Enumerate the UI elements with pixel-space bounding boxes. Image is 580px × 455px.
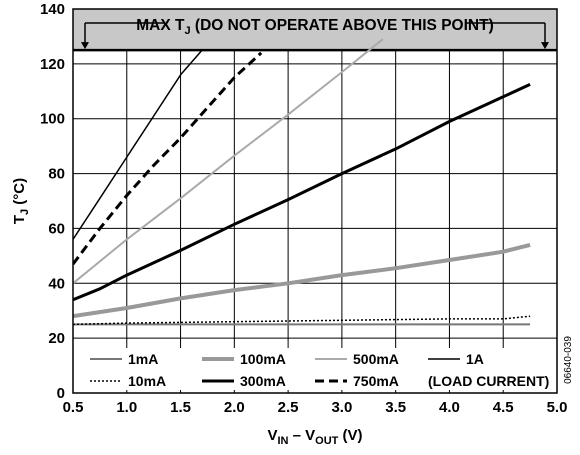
x-tick-label: 1.5 — [170, 399, 191, 416]
limit-text-tail: (DO NOT OPERATE ABOVE THIS POINT) — [191, 17, 494, 34]
max-tj-limit-banner: MAX TJ (DO NOT OPERATE ABOVE THIS POINT) — [73, 9, 557, 52]
x-tick-label: 5.0 — [547, 399, 568, 416]
x-tick-label: 2.0 — [224, 399, 245, 416]
plot-frame — [72, 8, 558, 394]
series-line-10ma — [73, 315, 531, 326]
x-tick-label: 0.5 — [63, 399, 84, 416]
legend-background — [79, 348, 551, 390]
y-axis-title-sub: J — [19, 209, 31, 215]
limit-arrow-left — [81, 23, 89, 50]
x-axis-title: VIN – VOUT (V) — [267, 427, 362, 447]
legend-item-1ma: 1mA — [90, 351, 158, 367]
limit-text-sub: J — [184, 25, 190, 37]
tick-labels: 0.5 1.0 1.5 2.0 2.5 3.0 3.5 4.0 4.5 5.0 0 20 40 60 80 1… — [40, 1, 567, 416]
grid — [72, 8, 558, 394]
legend-label: 500mA — [353, 351, 399, 367]
limit-text: MAX TJ (DO NOT OPERATE ABOVE THIS POINT) — [136, 17, 493, 37]
legend-note: (LOAD CURRENT) — [428, 373, 549, 389]
y-tick-label: 140 — [40, 1, 65, 18]
x-tick-label: 4.5 — [493, 399, 514, 416]
limit-arrow-right — [541, 23, 549, 50]
series-lines — [73, 38, 531, 326]
x-axis-title-sub-in: IN — [277, 435, 288, 447]
limit-shaded-area — [73, 9, 557, 51]
x-tick-label: 3.5 — [385, 399, 406, 416]
x-axis-title-main: V — [267, 427, 277, 444]
legend-label: 1A — [466, 351, 484, 367]
x-axis-title-mid: – V — [288, 427, 315, 444]
y-tick-label: 100 — [40, 111, 65, 128]
legend-label: 300mA — [240, 373, 286, 389]
legend-item-500ma: 500mA — [315, 351, 399, 367]
series-line-1a — [73, 49, 203, 240]
legend-label: 10mA — [128, 373, 166, 389]
y-axis-title-main: T — [11, 215, 28, 224]
legend-label: 750mA — [353, 373, 399, 389]
series-line-750ma — [73, 51, 263, 266]
limit-text-main: MAX T — [136, 17, 185, 34]
y-tick-label: 20 — [48, 330, 65, 347]
legend-label: 1mA — [128, 351, 158, 367]
legend-item-100ma: 100mA — [202, 351, 286, 367]
legend-item-1a: 1A — [428, 351, 484, 367]
series-line-500ma — [73, 38, 384, 285]
y-tick-label: 40 — [48, 275, 65, 292]
legend-item-300ma: 300mA — [202, 373, 286, 389]
x-axis-title-sub-out: OUT — [315, 435, 339, 447]
y-axis-title-tail: (°C) — [11, 178, 28, 209]
x-tick-label: 4.0 — [439, 399, 460, 416]
legend-item-10ma: 10mA — [90, 373, 166, 389]
x-tick-label: 1.0 — [116, 399, 137, 416]
figure-code-label: 06640-039 — [563, 336, 574, 384]
legend: 1mA 100mA 500mA 1A 10mA 300mA 750mA (LOAD CURRE… — [79, 348, 551, 390]
y-axis-title: TJ (°C) — [11, 178, 31, 224]
legend-label: 100mA — [240, 351, 286, 367]
y-tick-label: 120 — [40, 56, 65, 73]
legend-item-750ma: 750mA — [315, 373, 399, 389]
y-tick-label: 60 — [48, 220, 65, 237]
x-tick-label: 3.0 — [331, 399, 352, 416]
series-line-300ma — [73, 83, 531, 302]
y-tick-label: 0 — [57, 385, 65, 402]
series-line-100ma — [73, 242, 531, 319]
x-axis-title-tail: (V) — [338, 427, 362, 444]
y-tick-label: 80 — [48, 166, 65, 183]
x-tick-label: 2.5 — [278, 399, 299, 416]
